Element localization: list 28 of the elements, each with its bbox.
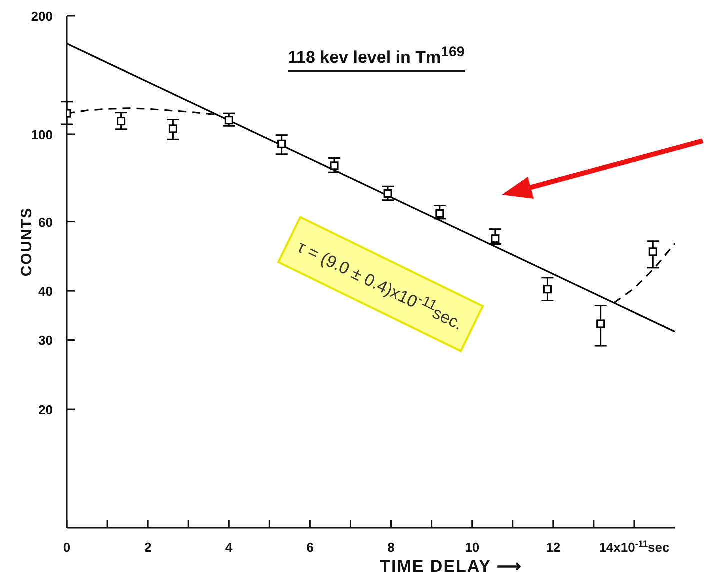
x-tick-label: 0 bbox=[63, 540, 71, 555]
y-tick-label: 30 bbox=[38, 333, 53, 348]
point bbox=[224, 116, 234, 125]
x-tick-label: 12 bbox=[546, 540, 561, 555]
point bbox=[491, 234, 500, 244]
point bbox=[117, 117, 126, 126]
point bbox=[168, 124, 178, 134]
point bbox=[384, 189, 392, 198]
point bbox=[330, 162, 339, 170]
x-tick-label: 6 bbox=[306, 540, 314, 555]
y-axis-title: COUNTS bbox=[18, 207, 36, 277]
y-tick-label: 40 bbox=[38, 284, 53, 300]
x-tick-label: 2 bbox=[144, 540, 152, 555]
y-tick-label: 60 bbox=[38, 214, 53, 230]
point bbox=[596, 320, 606, 328]
text: 118 kev level in Tm$^{169}$ bbox=[288, 44, 465, 67]
point bbox=[436, 209, 444, 218]
x-tick-label: 10 bbox=[465, 540, 480, 555]
x-axis-title: TIME DELAY ⟶ bbox=[380, 557, 522, 576]
point bbox=[543, 285, 552, 294]
y-tick-label: 100 bbox=[31, 127, 53, 142]
point bbox=[648, 248, 658, 256]
x-tick-label: 4 bbox=[226, 540, 234, 555]
y-tick-label: 20 bbox=[38, 402, 53, 418]
x-tick-label: 8 bbox=[388, 540, 395, 555]
point bbox=[278, 140, 286, 148]
y-tick-label: 200 bbox=[31, 9, 53, 24]
x-tick-label: 14x10$^{-11}$sec bbox=[599, 539, 670, 555]
